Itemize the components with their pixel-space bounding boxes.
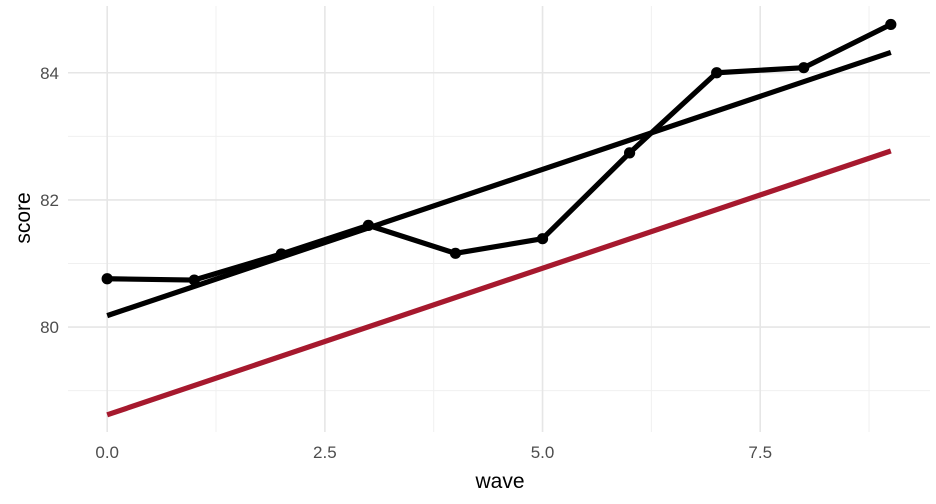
observed-point [885,19,896,30]
x-axis-title: wave [474,470,524,493]
observed-point [537,233,548,244]
observed-point [798,62,809,73]
y-tick-label: 82 [40,191,59,210]
observed-series-line [107,24,891,280]
observed-point [450,248,461,259]
x-tick-label: 2.5 [313,443,337,462]
observed-point [276,248,287,259]
y-tick-label: 84 [40,64,59,83]
x-tick-label: 5.0 [531,443,555,462]
observed-point [711,67,722,78]
x-tick-label: 0.0 [95,443,119,462]
fitted-line-red [107,151,891,415]
observed-point [189,274,200,285]
y-tick-label: 80 [40,318,59,337]
observed-point [102,273,113,284]
x-tick-label: 7.5 [748,443,772,462]
fitted-line-black [107,52,891,315]
observed-point [363,220,374,231]
y-axis-title: score [12,192,35,243]
observed-point [624,147,635,158]
series-layer [102,19,897,415]
